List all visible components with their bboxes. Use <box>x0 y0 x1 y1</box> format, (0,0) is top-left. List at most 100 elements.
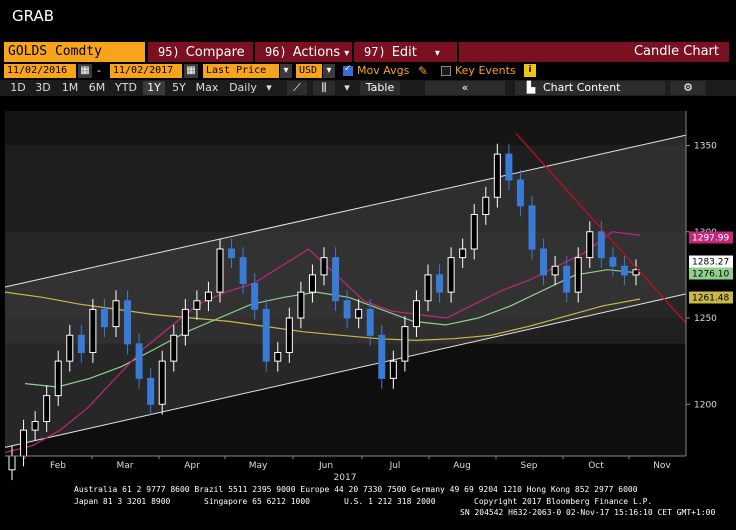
candle-body <box>493 153 501 198</box>
back-button[interactable]: « <box>425 81 505 95</box>
actions-button[interactable]: 96) Actions ▾ <box>255 42 353 62</box>
command-row: GOLDS Comdty 95) Compare 96) Actions ▾ 97) E… <box>0 42 736 62</box>
candle-body <box>77 334 85 353</box>
candle-body <box>66 334 74 362</box>
candle-body <box>320 257 328 276</box>
y-tick-label: 1350 <box>694 142 717 152</box>
candle-body <box>447 257 455 293</box>
candle-body <box>170 334 178 362</box>
edit-num: 97) <box>364 45 386 59</box>
price-label-box <box>689 267 733 280</box>
x-tick-label: Feb <box>50 461 66 471</box>
chart-type-caret-icon[interactable]: ▾ <box>344 81 350 94</box>
range-ytd[interactable]: YTD <box>115 81 137 94</box>
candle-chart-icon[interactable]: ⫼ <box>313 81 335 95</box>
candle-body <box>262 308 270 362</box>
chart-type-label[interactable]: Candle Chart <box>459 42 729 62</box>
candle-body <box>482 196 490 215</box>
price-label-text: 1283.27 <box>692 258 729 268</box>
mov-avgs-checkbox[interactable] <box>343 64 353 76</box>
channel-fill <box>5 135 686 448</box>
currency-select[interactable]: USD <box>296 64 322 78</box>
trend-channel <box>4 134 687 448</box>
currency-caret-icon[interactable]: ▾ <box>323 64 335 78</box>
candle-body <box>401 326 409 362</box>
y-tick-label: 1250 <box>694 314 717 324</box>
candle-body <box>586 231 594 259</box>
candle-body <box>54 360 62 397</box>
range-6m[interactable]: 6M <box>88 81 106 94</box>
x-tick-label: May <box>249 461 268 471</box>
app-title: GRAB <box>12 7 54 25</box>
pencil-icon[interactable]: ✎ <box>418 64 429 78</box>
candle-body <box>470 214 478 250</box>
candle-body <box>424 274 432 302</box>
chart-content-label: Chart Content <box>543 81 621 94</box>
price-label-box <box>689 291 733 304</box>
channel-upper-line <box>4 134 687 288</box>
candle-body <box>620 265 628 276</box>
candle-body <box>8 455 16 471</box>
x-tick-label: Jun <box>318 461 333 471</box>
resistance-trendline <box>515 132 687 324</box>
candle-body <box>343 300 351 319</box>
candle-body <box>112 300 120 328</box>
x-tick-label: Aug <box>453 461 471 471</box>
actions-num: 96) <box>265 45 287 59</box>
candle-body <box>204 291 212 302</box>
frequency-select[interactable]: Daily <box>229 81 257 94</box>
compare-button[interactable]: 95) Compare <box>148 42 254 62</box>
candle-body <box>355 308 363 319</box>
range-5y[interactable]: 5Y <box>172 81 186 94</box>
price-label-text: 1261.48 <box>692 294 729 304</box>
settings-gear-icon[interactable]: ⚙ <box>670 81 706 95</box>
footer-line-2c: U.S. 1 212 318 2000 <box>344 497 436 506</box>
price-field-caret-icon[interactable]: ▾ <box>280 64 292 78</box>
start-date-input[interactable]: 11/02/2016 <box>4 64 76 78</box>
candle-body <box>158 360 166 405</box>
price-field-select[interactable]: Last Price <box>203 64 279 78</box>
frequency-caret-icon[interactable]: ▾ <box>266 81 272 94</box>
candle-body <box>31 421 39 431</box>
candle-body <box>389 360 397 379</box>
table-button[interactable]: Table <box>360 81 400 95</box>
candle-body <box>528 205 536 250</box>
candle-body <box>297 291 305 319</box>
price-chart[interactable]: 1200125013001350 FebMarAprMayJunJulAugSe… <box>0 97 736 530</box>
candle-body <box>366 308 374 336</box>
price-labels: 1297.99 1283.27 1276.10 1261.48 <box>689 231 733 304</box>
footer-line-2a: Japan 81 3 3201 8900 <box>74 497 171 506</box>
candle-body <box>181 308 189 336</box>
x-tick-label: Oct <box>588 461 604 471</box>
edit-caret-icon: ▾ <box>434 48 440 59</box>
candle-body <box>20 429 28 457</box>
line-chart-icon[interactable]: ⟋ <box>287 81 307 95</box>
x-tick-label: Nov <box>653 461 671 471</box>
end-calendar-icon[interactable]: ▦ <box>184 64 198 78</box>
range-max[interactable]: Max <box>195 81 219 94</box>
ticker-input[interactable]: GOLDS Comdty <box>4 42 145 62</box>
edit-button[interactable]: 97) Edit ▾ <box>354 42 458 62</box>
range-1y[interactable]: 1Y <box>143 81 165 95</box>
candle-body <box>193 300 201 310</box>
x-tick-label: Sep <box>521 461 538 471</box>
chart-content-button[interactable]: Chart Content <box>515 81 665 95</box>
range-3d[interactable]: 3D <box>35 81 51 94</box>
range-1m[interactable]: 1M <box>61 81 79 94</box>
price-label-box <box>689 231 733 244</box>
options-row: 11/02/2016 ▦ - 11/02/2017 ▦ Last Price ▾… <box>0 63 736 79</box>
end-date-input[interactable]: 11/02/2017 <box>110 64 182 78</box>
compare-label: Compare <box>185 45 245 60</box>
start-calendar-icon[interactable]: ▦ <box>78 64 92 78</box>
info-icon[interactable]: i <box>524 64 536 77</box>
candle-body <box>540 248 548 276</box>
candle-body <box>597 231 605 259</box>
candle-body <box>135 343 143 379</box>
key-events-checkbox[interactable] <box>441 66 451 76</box>
candle-body <box>412 300 420 328</box>
candle-body <box>251 283 259 310</box>
resistance-line <box>515 132 687 324</box>
candle-body <box>147 377 155 405</box>
range-1d[interactable]: 1D <box>10 81 26 94</box>
chart-content-icon: ▙ <box>526 81 536 94</box>
